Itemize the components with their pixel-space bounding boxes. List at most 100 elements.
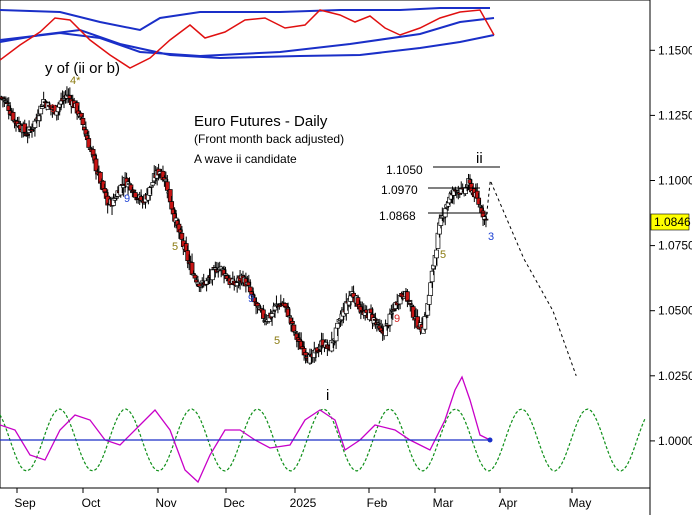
oscillator-magenta-line <box>0 375 491 484</box>
count-label: 5 <box>172 241 178 253</box>
candle-body <box>90 149 96 156</box>
x-tick-label: Mar <box>433 496 454 510</box>
candle-body <box>330 341 336 344</box>
candle-body <box>348 295 354 302</box>
candle-body <box>422 316 428 330</box>
levels-layer: 1.1050 1.0970 1.0868 <box>379 163 500 223</box>
candle-body <box>317 346 323 350</box>
candle-body <box>163 178 169 182</box>
level-label: 1.0970 <box>381 183 418 197</box>
band-lower-line <box>0 28 495 60</box>
candle-body <box>130 191 135 193</box>
candle-body <box>150 182 156 186</box>
candle-body <box>255 302 260 307</box>
candle-body <box>246 281 252 286</box>
x-tick-label: Apr <box>499 496 518 510</box>
projection-layer <box>485 178 577 376</box>
chart-title: Euro Futures - Daily <box>194 113 328 130</box>
x-tick-label: Sep <box>14 496 36 510</box>
candle-body <box>434 249 439 259</box>
candle-body <box>250 294 256 297</box>
candle-body <box>164 181 170 191</box>
level-label: 1.0868 <box>379 209 416 223</box>
candle-body <box>307 354 313 364</box>
candle-body <box>32 120 38 128</box>
candle-body <box>3 100 9 103</box>
projection-line <box>485 178 577 376</box>
x-axis-ticks: Sep Oct Nov Dec 2025 Feb Mar Apr May <box>14 488 591 510</box>
y-tick-label: 1.1000 <box>658 174 692 188</box>
candle-body <box>256 306 262 308</box>
oscillator-endpoint <box>487 437 493 443</box>
last-price-label: 1.0846 <box>654 215 691 229</box>
count-label: 5 <box>274 335 280 347</box>
candle-body <box>128 184 134 191</box>
candle-body <box>373 318 378 321</box>
oscillator-panel <box>0 375 646 484</box>
count-label: 4* <box>70 75 81 87</box>
candle-body <box>391 309 397 311</box>
candle-body <box>80 117 86 126</box>
candle-body <box>314 347 320 353</box>
candle-body <box>148 185 154 188</box>
candle-body <box>477 205 483 208</box>
candle-body <box>29 129 35 132</box>
candle-body <box>426 294 432 305</box>
y-tick-label: 1.0000 <box>658 434 692 448</box>
candle-body <box>303 352 308 356</box>
candle-body <box>249 291 255 295</box>
candle-body <box>185 250 191 262</box>
last-price-tag <box>650 213 690 231</box>
candle-body <box>375 323 381 325</box>
candle-body <box>284 305 289 309</box>
candle-body <box>272 305 278 311</box>
candle-body <box>61 98 67 101</box>
candle-body <box>83 129 89 135</box>
candle-body <box>223 273 228 276</box>
candle-body <box>271 310 276 313</box>
count-label: 5 <box>440 249 446 261</box>
candle-body <box>4 102 10 105</box>
candle-body <box>252 297 257 303</box>
candle-body <box>277 305 282 308</box>
x-tick-label: Dec <box>223 496 244 510</box>
count-label: 9 <box>248 293 254 305</box>
candle-body <box>114 196 119 199</box>
wave-label-y: y of (ii or b) <box>45 60 120 77</box>
y-tick-label: 1.1250 <box>658 108 692 122</box>
candle-body <box>93 158 99 172</box>
oscillator-green-line <box>0 408 646 472</box>
candle-body <box>86 138 92 148</box>
candle-body <box>224 275 230 280</box>
top-bands-indicator <box>0 7 495 69</box>
x-tick-label: Nov <box>155 496 176 510</box>
count-label: 9 <box>124 193 130 205</box>
candle-body <box>38 105 44 115</box>
candle-body <box>131 189 137 192</box>
candle-body <box>351 292 356 298</box>
candle-body <box>179 232 185 240</box>
candle-body <box>67 95 73 99</box>
x-tick-label: 2025 <box>290 496 317 510</box>
candle-body <box>409 304 415 307</box>
y-tick-label: 1.0250 <box>658 369 692 383</box>
candle-body <box>121 185 127 188</box>
candle-body <box>98 171 103 184</box>
count-label: 9 <box>394 313 400 325</box>
x-tick-label: Oct <box>82 496 101 510</box>
candle-body <box>234 282 240 287</box>
y-tick-label: 1.0750 <box>658 239 692 253</box>
count-label: 3 <box>488 231 494 243</box>
candle-body <box>204 280 209 285</box>
candle-body <box>329 339 335 352</box>
candle-body <box>290 321 295 324</box>
candle-body <box>198 285 204 288</box>
candle-body <box>79 112 84 118</box>
candle-body <box>406 300 412 302</box>
candle-body <box>358 306 364 313</box>
candle-body <box>335 322 340 329</box>
count-label: 9 <box>50 103 56 115</box>
wave-label-ii: ii <box>476 150 483 167</box>
candle-body <box>448 192 454 200</box>
